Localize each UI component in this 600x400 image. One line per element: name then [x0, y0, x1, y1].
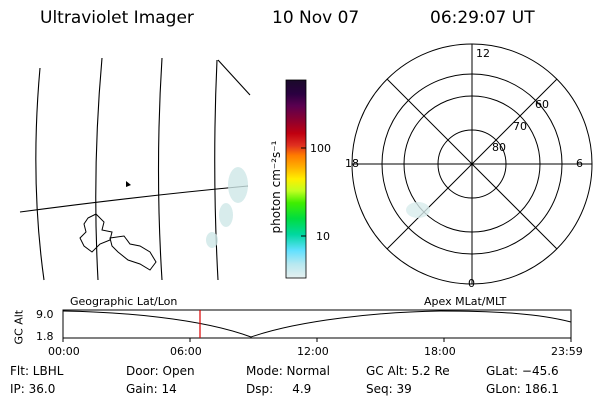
status-seq: Seq: 39: [366, 382, 412, 396]
colorbar-gradient: [285, 79, 307, 279]
status-mode: Mode: Normal: [246, 364, 330, 378]
pointer-marker: [126, 181, 131, 187]
status-filter: Flt: LBHL: [10, 364, 64, 378]
polar-axis: [386, 78, 558, 250]
coastline: [79, 213, 157, 271]
orbit-ytick-1.8: 1.8: [36, 330, 54, 343]
date-label: 10 Nov 07: [272, 8, 360, 28]
status-glat: GLat: −45.6: [486, 364, 559, 378]
orbit-xtick: 06:00: [170, 345, 202, 358]
mlt-label-6: 6: [576, 157, 583, 170]
orbit-xtick: 12:00: [297, 345, 329, 358]
meridian-line: [214, 59, 219, 281]
lat-label-70: 70: [513, 120, 527, 133]
status-door: Door: Open: [126, 364, 195, 378]
altitude-curve: [62, 310, 572, 338]
orbit-ytick-9: 9.0: [36, 308, 54, 321]
status-ip: IP: 36.0: [10, 382, 56, 396]
time-label: 06:29:07 UT: [430, 8, 535, 28]
orbit-xtick: 18:00: [424, 345, 456, 358]
status-glon: GLon: 186.1: [486, 382, 559, 396]
orbit-left-title: Geographic Lat/Lon: [70, 295, 178, 308]
status-gc-alt: GC Alt: 5.2 Re: [366, 364, 450, 378]
colorbar-tick-100: 100: [310, 142, 331, 155]
orbit-xtick: 23:59: [551, 345, 583, 358]
orbit-xtick: 00:00: [48, 345, 80, 358]
mlt-label-18: 18: [345, 157, 359, 170]
orbit-plot-frame: [62, 309, 572, 339]
emission-region: [406, 202, 430, 218]
instrument-title: Ultraviolet Imager: [40, 8, 194, 28]
parallel-line: [19, 185, 249, 213]
meridian-line: [35, 67, 45, 281]
orbit-right-title: Apex MLat/MLT: [424, 295, 507, 308]
status-dsp: Dsp: 4.9: [246, 382, 312, 396]
colorbar-tick-10: 10: [316, 230, 330, 243]
emission-region: [206, 167, 248, 248]
status-gain: Gain: 14: [126, 382, 177, 396]
meridian-line: [95, 57, 103, 281]
mlt-label-0: 0: [468, 277, 475, 290]
lat-label-60: 60: [535, 98, 549, 111]
lat-label-80: 80: [492, 141, 506, 154]
mlt-label-12: 12: [476, 47, 490, 60]
meridian-line: [157, 57, 163, 281]
meridian-line: [217, 59, 251, 96]
